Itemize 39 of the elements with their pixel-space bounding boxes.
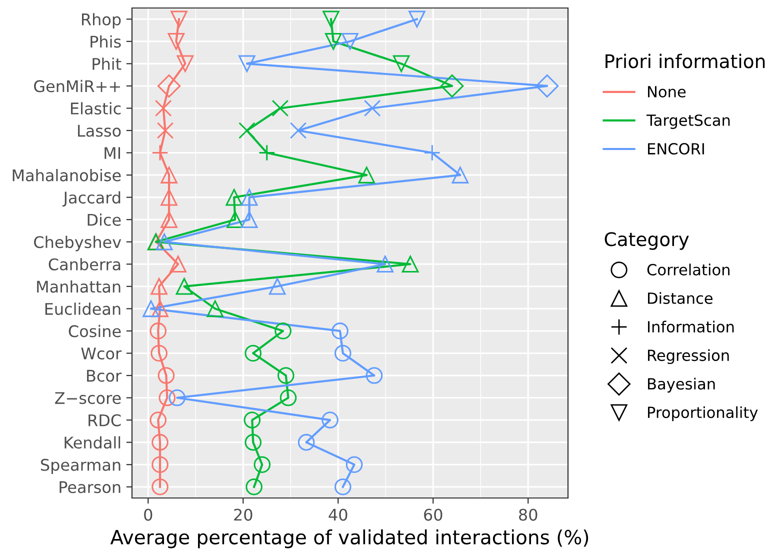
y-tick-label: Z−score [55,392,121,404]
y-tick-label: Phit [92,58,122,70]
y-tick-label: Rhop [82,13,121,29]
legend-label: Proportionality [648,406,758,422]
x-tick-label: 40 [328,508,348,521]
legend-label: None [648,86,686,98]
legend-label: Distance [648,292,713,304]
y-tick-label: Phis [90,35,121,48]
legend-label: Correlation [647,264,730,276]
legend-title: Priori information [606,54,765,68]
x-tick-label: 60 [424,508,442,521]
y-tick-label: Cosine [68,324,121,338]
legend-label: TargetScan [646,114,730,129]
y-tick-label: Lasso [78,124,121,137]
legend-label: Information [648,320,734,333]
y-tick-label: RDC [88,414,121,426]
y-tick-label: Pearson [60,481,120,494]
x-axis-title: Average percentage of validated interactions (%) [110,529,588,548]
legend-label: Regression [648,349,729,364]
legend-label: ENCORI [648,142,704,155]
y-tick-label: Kendall [64,436,120,449]
x-tick-label: 80 [519,508,538,521]
y-tick-label: Wcor [81,348,122,360]
y-tick-label: MI [104,147,120,159]
y-tick-label: Mahalanobise [12,168,121,182]
legend-label: Bayesian [648,378,715,393]
y-tick-label: GenMiR++ [34,80,120,92]
y-tick-label: Manhattan [37,280,120,293]
x-tick-label: 0 [144,508,152,521]
y-tick-label: Spearman [40,458,120,474]
text: Category [604,232,689,250]
y-tick-label: Elastic [71,102,121,115]
y-tick-label: Canberra [48,258,120,270]
y-tick-label: Bcor [87,370,122,382]
y-tick-label: Dice [88,214,121,226]
x-tick-label: 20 [234,508,252,521]
y-tick-label: Jaccard [62,191,120,207]
y-tick-label: Chebyshev [34,236,122,252]
y-tick-label: Euclidean [45,302,120,315]
